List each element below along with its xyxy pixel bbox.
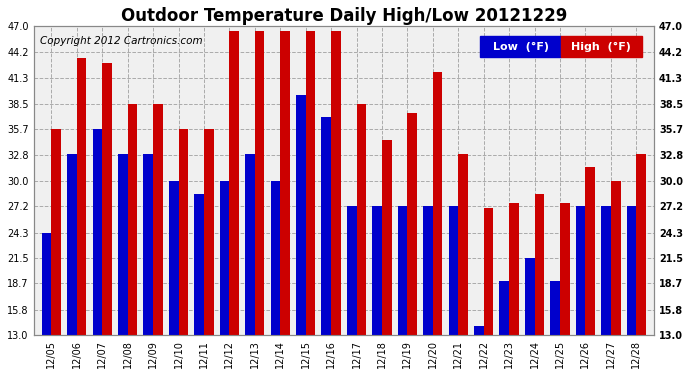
Bar [280, 31, 290, 335]
Bar [128, 104, 137, 335]
Bar [484, 208, 493, 335]
Bar [255, 31, 264, 335]
Bar [331, 31, 341, 335]
Bar [41, 232, 51, 335]
Bar [636, 153, 646, 335]
Bar [500, 280, 509, 335]
Bar [551, 280, 560, 335]
Bar [474, 326, 484, 335]
Bar [627, 206, 636, 335]
Bar [433, 72, 442, 335]
Text: Low  (°F): Low (°F) [493, 42, 549, 52]
Bar [51, 129, 61, 335]
Bar [458, 153, 468, 335]
Bar [322, 117, 331, 335]
Bar [270, 181, 280, 335]
Bar [169, 181, 179, 335]
FancyBboxPatch shape [561, 36, 642, 57]
Text: High  (°F): High (°F) [571, 42, 631, 52]
FancyBboxPatch shape [480, 36, 561, 57]
Bar [67, 153, 77, 335]
Bar [407, 113, 417, 335]
Bar [611, 181, 620, 335]
Bar [153, 104, 163, 335]
Bar [229, 31, 239, 335]
Bar [535, 194, 544, 335]
Bar [77, 58, 86, 335]
Bar [347, 206, 357, 335]
Bar [204, 129, 214, 335]
Bar [560, 204, 570, 335]
Bar [195, 194, 204, 335]
Bar [179, 129, 188, 335]
Bar [382, 140, 392, 335]
Bar [423, 206, 433, 335]
Bar [575, 206, 585, 335]
Bar [245, 153, 255, 335]
Bar [118, 153, 128, 335]
Bar [102, 63, 112, 335]
Bar [585, 167, 595, 335]
Bar [92, 129, 102, 335]
Bar [509, 204, 519, 335]
Title: Outdoor Temperature Daily High/Low 20121229: Outdoor Temperature Daily High/Low 20121… [121, 7, 567, 25]
Bar [397, 206, 407, 335]
Bar [525, 258, 535, 335]
Bar [601, 206, 611, 335]
Bar [448, 206, 458, 335]
Bar [144, 153, 153, 335]
Bar [373, 206, 382, 335]
Bar [219, 181, 229, 335]
Bar [357, 104, 366, 335]
Bar [306, 31, 315, 335]
Text: Copyright 2012 Cartronics.com: Copyright 2012 Cartronics.com [40, 36, 202, 46]
Bar [296, 94, 306, 335]
